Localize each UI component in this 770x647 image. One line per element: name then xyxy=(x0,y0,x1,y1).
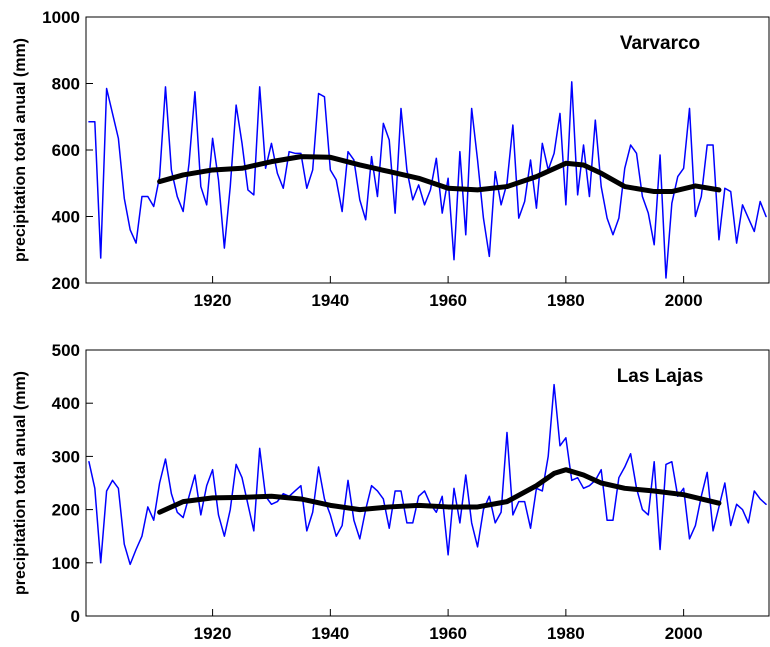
annotation: Varvarco xyxy=(620,33,700,54)
y-tick-label: 300 xyxy=(52,447,80,466)
y-tick-label: 500 xyxy=(52,341,80,360)
y-tick-label: 400 xyxy=(52,208,80,227)
x-tick-label: 1980 xyxy=(547,291,585,310)
x-tick-label: 1960 xyxy=(429,624,467,643)
x-tick-label: 1980 xyxy=(547,624,585,643)
smooth-line xyxy=(157,467,722,515)
y-tick-label: 200 xyxy=(52,274,80,293)
x-tick-label: 1920 xyxy=(194,291,232,310)
y-tick-label: 600 xyxy=(52,141,80,160)
y-tick-label: 100 xyxy=(52,554,80,573)
y-tick-label: 400 xyxy=(52,394,80,413)
x-tick-label: 1920 xyxy=(194,624,232,643)
y-axis-label: precipitation total anual (mm) xyxy=(12,38,29,262)
data-line xyxy=(88,383,767,566)
annotation: Las Lajas xyxy=(617,366,704,387)
x-tick-label: 1960 xyxy=(429,291,467,310)
y-tick-label: 800 xyxy=(52,75,80,94)
x-tick-label: 2000 xyxy=(665,624,703,643)
y-tick-label: 0 xyxy=(71,607,80,626)
x-tick-label: 1940 xyxy=(311,624,349,643)
x-tick-label: 1940 xyxy=(311,291,349,310)
plot-frame xyxy=(85,16,770,284)
y-tick-label: 1000 xyxy=(42,8,80,27)
plot-frame xyxy=(85,349,770,617)
y-tick-label: 200 xyxy=(52,501,80,520)
y-axis-label: precipitation total anual (mm) xyxy=(12,371,29,595)
smooth-line xyxy=(157,154,722,195)
data-line xyxy=(88,81,767,279)
x-tick-label: 2000 xyxy=(665,291,703,310)
